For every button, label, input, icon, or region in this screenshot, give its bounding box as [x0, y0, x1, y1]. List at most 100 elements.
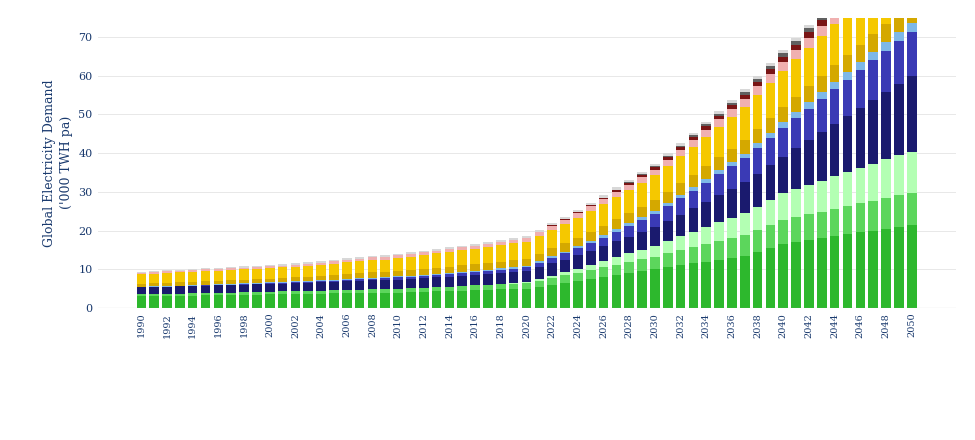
Bar — [561, 243, 569, 252]
Bar — [715, 260, 723, 308]
Bar — [432, 253, 442, 268]
Bar — [817, 16, 827, 20]
Bar — [740, 107, 750, 140]
Bar — [817, 26, 827, 36]
Bar — [740, 140, 750, 154]
Bar — [484, 242, 492, 244]
Bar — [894, 41, 904, 84]
Bar — [253, 269, 261, 279]
Bar — [303, 283, 313, 291]
Bar — [701, 126, 711, 130]
Bar — [393, 254, 403, 256]
Bar — [561, 283, 569, 308]
Bar — [239, 285, 249, 292]
Bar — [688, 140, 698, 147]
Bar — [368, 279, 377, 280]
Bar — [586, 241, 596, 243]
Bar — [753, 174, 762, 206]
Bar — [869, 0, 878, 34]
Bar — [599, 268, 608, 277]
Bar — [650, 214, 660, 227]
Bar — [226, 284, 236, 285]
Bar — [573, 248, 583, 255]
Bar — [907, 32, 916, 77]
Bar — [765, 70, 775, 74]
Bar — [869, 34, 878, 51]
Bar — [765, 83, 775, 118]
Bar — [265, 266, 275, 268]
Bar — [432, 268, 442, 274]
Bar — [624, 182, 634, 183]
Bar — [278, 278, 288, 282]
Bar — [715, 174, 723, 195]
Bar — [278, 264, 288, 265]
Bar — [496, 270, 506, 273]
Bar — [586, 265, 596, 270]
Bar — [162, 273, 172, 283]
Bar — [792, 148, 800, 189]
Bar — [226, 270, 236, 280]
Bar — [804, 140, 814, 185]
Bar — [457, 286, 467, 290]
Bar — [432, 249, 442, 251]
Bar — [484, 247, 492, 263]
Bar — [830, 66, 839, 82]
Bar — [303, 294, 313, 308]
Bar — [740, 158, 750, 182]
Bar — [330, 282, 338, 290]
Bar — [226, 268, 236, 270]
Bar — [676, 198, 685, 215]
Bar — [176, 286, 184, 293]
Bar — [509, 289, 519, 308]
Bar — [303, 266, 313, 277]
Bar — [727, 218, 737, 238]
Bar — [509, 240, 519, 243]
Bar — [663, 156, 673, 158]
Bar — [830, 89, 839, 124]
Bar — [624, 253, 634, 262]
Bar — [534, 261, 544, 263]
Bar — [830, 236, 839, 308]
Bar — [380, 260, 390, 272]
Bar — [663, 241, 673, 253]
Bar — [432, 274, 442, 275]
Bar — [201, 271, 211, 281]
Bar — [688, 175, 698, 187]
Bar — [727, 162, 737, 166]
Bar — [663, 154, 673, 156]
Bar — [792, 118, 800, 148]
Bar — [624, 190, 634, 213]
Bar — [265, 283, 275, 284]
Bar — [509, 284, 519, 289]
Bar — [253, 295, 261, 308]
Bar — [599, 235, 608, 238]
Bar — [561, 219, 569, 220]
Bar — [740, 95, 750, 99]
Bar — [380, 289, 390, 293]
Bar — [881, 42, 891, 51]
Bar — [638, 176, 646, 177]
Bar — [573, 238, 583, 246]
Bar — [688, 209, 698, 232]
Bar — [368, 256, 377, 257]
Y-axis label: Global Electricity Demand
('000 TWH pa): Global Electricity Demand ('000 TWH pa) — [43, 79, 73, 246]
Bar — [624, 262, 634, 273]
Bar — [470, 275, 480, 286]
Bar — [650, 200, 660, 211]
Bar — [342, 290, 352, 293]
Bar — [316, 282, 326, 290]
Bar — [278, 283, 288, 284]
Bar — [830, 124, 839, 176]
Bar — [201, 286, 211, 293]
Bar — [445, 252, 454, 267]
Bar — [278, 265, 288, 268]
Bar — [278, 282, 288, 283]
Bar — [291, 263, 300, 265]
Bar — [688, 187, 698, 191]
Bar — [149, 272, 159, 274]
Bar — [842, 13, 852, 55]
Bar — [484, 270, 492, 271]
Bar — [701, 227, 711, 244]
Bar — [650, 211, 660, 214]
Bar — [522, 289, 531, 308]
